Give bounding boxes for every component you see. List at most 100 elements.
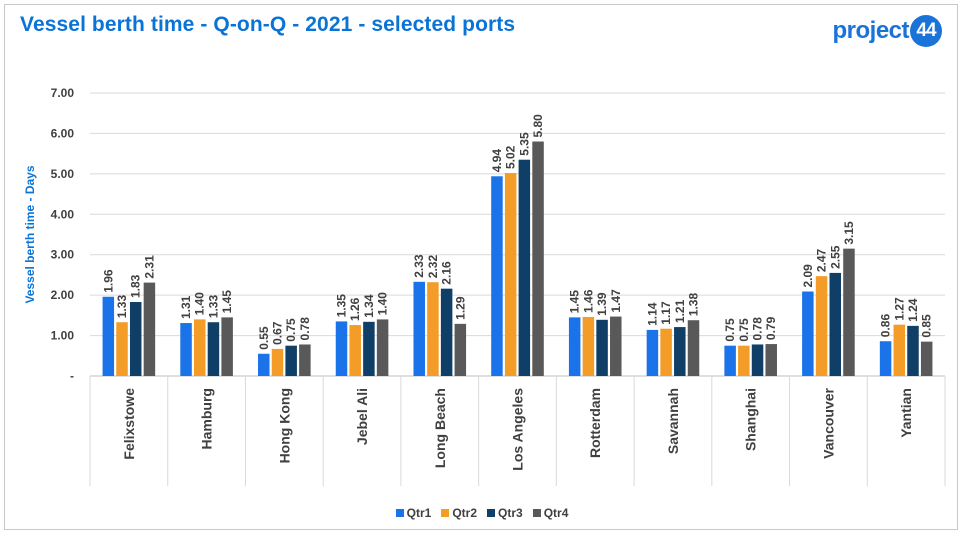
y-tick-label: 3.00 xyxy=(51,248,75,262)
data-label: 0.55 xyxy=(257,326,271,350)
data-label: 0.67 xyxy=(270,321,284,345)
category-label: Hamburg xyxy=(199,388,215,449)
legend-swatch xyxy=(532,509,541,517)
y-tick-label: 4.00 xyxy=(51,207,75,221)
data-label: 5.35 xyxy=(517,132,531,156)
bar-qtr4 xyxy=(765,344,777,376)
data-label: 1.33 xyxy=(206,295,220,319)
data-label: 1.24 xyxy=(906,298,920,322)
data-label: 0.75 xyxy=(284,318,298,342)
category-label: Felixstowe xyxy=(121,388,137,460)
bar-qtr4 xyxy=(843,248,855,376)
y-tick-label: 1.00 xyxy=(51,329,75,343)
data-label: 2.55 xyxy=(828,245,842,269)
bar-qtr4 xyxy=(920,341,933,376)
project44-logo: project 44 xyxy=(832,14,942,48)
data-label: 2.31 xyxy=(142,255,156,279)
bar-qtr4 xyxy=(376,319,389,376)
bar-qtr1 xyxy=(879,341,892,376)
chart-title: Vessel berth time - Q-on-Q - 2021 - sele… xyxy=(20,13,516,36)
bar-qtr1 xyxy=(724,345,736,376)
bar-qtr1 xyxy=(102,296,115,376)
data-label: 1.26 xyxy=(348,297,362,321)
y-tick-label: 5.00 xyxy=(51,167,75,181)
legend-item-qtr4: Qtr4 xyxy=(532,506,569,520)
bar-qtr2 xyxy=(504,173,517,376)
bar-qtr1 xyxy=(180,323,192,376)
bar-qtr3 xyxy=(751,344,764,376)
data-label: 2.16 xyxy=(440,261,454,285)
bar-qtr3 xyxy=(674,327,686,376)
data-label: 1.31 xyxy=(179,295,193,319)
data-label: 0.79 xyxy=(764,316,778,340)
data-label: 1.33 xyxy=(115,295,129,319)
legend-swatch xyxy=(395,509,404,517)
bar-qtr4 xyxy=(610,316,622,376)
bar-qtr3 xyxy=(596,319,608,376)
bar-qtr1 xyxy=(335,321,348,376)
category-label: Rotterdam xyxy=(587,388,603,458)
data-label: 0.75 xyxy=(737,318,751,342)
data-label: 1.27 xyxy=(892,297,906,321)
category-label: Savannah xyxy=(665,388,681,454)
bar-qtr2 xyxy=(738,345,750,376)
data-label: 5.80 xyxy=(531,114,545,138)
bar-qtr3 xyxy=(129,302,142,376)
bar-qtr2 xyxy=(582,316,595,376)
data-label: 2.47 xyxy=(815,248,829,272)
bar-qtr3 xyxy=(440,288,453,376)
data-label: 1.45 xyxy=(220,290,234,314)
bar-qtr3 xyxy=(518,159,531,376)
category-label: Vancouver xyxy=(820,387,836,458)
bar-qtr1 xyxy=(258,353,270,376)
data-label: 3.15 xyxy=(842,221,856,245)
data-label: 0.78 xyxy=(751,317,765,341)
bar-qtr3 xyxy=(207,322,220,376)
bar-qtr4 xyxy=(221,317,233,376)
data-label: 1.39 xyxy=(595,292,609,316)
bar-qtr2 xyxy=(427,282,439,376)
category-label: Long Beach xyxy=(432,388,448,468)
bar-qtr4 xyxy=(143,282,156,376)
legend-swatch xyxy=(487,509,495,517)
bar-qtr2 xyxy=(893,324,906,376)
bar-qtr3 xyxy=(829,272,842,376)
bar-qtr1 xyxy=(568,317,581,376)
bar-qtr1 xyxy=(802,291,814,376)
bar-qtr1 xyxy=(413,281,425,376)
data-label: 5.02 xyxy=(504,145,518,169)
data-label: 1.17 xyxy=(659,301,673,325)
data-label: 4.94 xyxy=(490,149,504,173)
category-label: Los Angeles xyxy=(510,388,526,471)
data-label: 2.33 xyxy=(412,254,426,278)
legend-label: Qtr2 xyxy=(452,506,477,520)
bar-qtr3 xyxy=(363,321,375,376)
data-label: 1.96 xyxy=(101,269,115,293)
data-label: 0.78 xyxy=(298,317,312,341)
logo-badge: 44 xyxy=(910,15,942,47)
legend-label: Qtr4 xyxy=(543,506,569,520)
data-label: 1.14 xyxy=(645,302,659,326)
data-label: 1.40 xyxy=(193,292,207,316)
legend-swatch xyxy=(441,509,450,517)
data-label: 1.35 xyxy=(334,294,348,318)
bar-qtr2 xyxy=(271,348,284,376)
data-label: 1.46 xyxy=(581,289,595,313)
category-label: Yantian xyxy=(898,388,914,438)
chart-frame xyxy=(4,4,958,530)
bar-qtr4 xyxy=(532,141,544,376)
category-label: Jebel Ali xyxy=(354,388,370,445)
bar-qtr2 xyxy=(349,325,361,376)
data-label: 0.85 xyxy=(920,314,934,338)
legend-item-qtr3: Qtr3 xyxy=(487,506,523,520)
chart-legend: Qtr1 Qtr2 Qtr3 Qtr4 xyxy=(0,506,964,520)
y-axis-title: Vessel berth time - Days xyxy=(23,165,37,303)
legend-item-qtr2: Qtr2 xyxy=(441,506,477,520)
data-label: 1.38 xyxy=(687,293,701,317)
y-tick-label: 7.00 xyxy=(51,86,75,100)
category-label: Shanghai xyxy=(743,388,759,451)
legend-label: Qtr3 xyxy=(498,506,523,520)
data-label: 1.29 xyxy=(453,296,467,320)
bar-qtr2 xyxy=(116,322,128,376)
